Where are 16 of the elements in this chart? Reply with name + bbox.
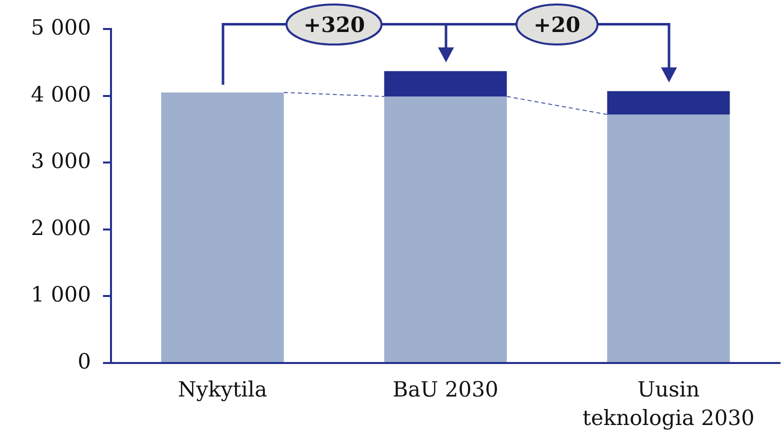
bar	[161, 92, 284, 362]
bar	[384, 71, 507, 96]
y-tick-label: 5 000	[30, 15, 91, 40]
y-tick-label: 1 000	[30, 282, 91, 307]
bar	[607, 114, 730, 362]
y-tick-label: 3 000	[30, 149, 91, 174]
x-tick-label: BaU 2030	[392, 378, 498, 402]
bar	[607, 91, 730, 115]
y-tick-label: 0	[78, 349, 91, 374]
y-tick-label: 2 000	[30, 216, 91, 240]
annotation: +320	[304, 12, 365, 36]
annotation: +20	[534, 12, 580, 36]
x-tick-label: Uusin teknologia 2030	[582, 378, 754, 430]
bar	[384, 96, 507, 362]
y-tick-label: 4 000	[30, 82, 91, 106]
x-tick-label: Nykytila	[178, 378, 268, 402]
